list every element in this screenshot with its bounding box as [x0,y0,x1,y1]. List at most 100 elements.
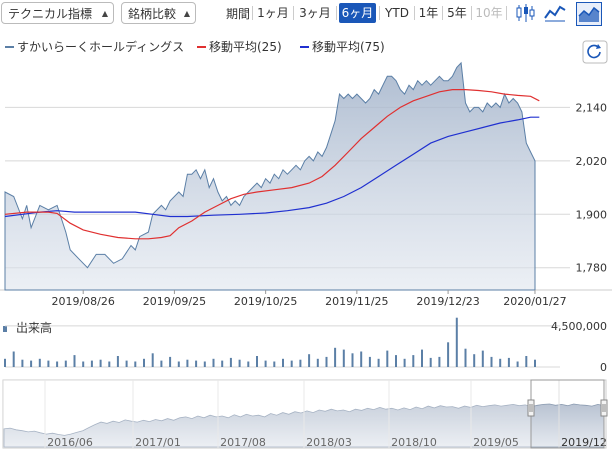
chart-legend: すかいらーくホールディングス 移動平均(25) 移動平均(75) [5,39,385,54]
period-1y-button[interactable]: 1年 [418,6,439,20]
volume-bar [56,361,59,367]
volume-bar [490,356,493,367]
volume-bar [412,355,415,367]
date-tick-label: 2019/11/25 [325,295,388,308]
volume-bar [360,351,363,367]
volume-bar [99,359,102,367]
volume-bar [21,359,24,367]
navigator-tick-label: 2018/10 [391,436,437,449]
date-axis: 2019/08/26 2019/09/25 2019/10/25 2019/11/25… [51,290,567,308]
navigator-tick-label: 2016/06 [47,436,93,449]
period-10y-button: 10年 [475,6,503,20]
date-tick-label: 2019/09/25 [143,295,206,308]
divider [506,6,507,20]
volume-bar [368,356,371,367]
divider [336,6,337,20]
volume-bar [299,359,302,367]
navigator-tick-label: 2019/12 [561,436,607,449]
period-5y-button[interactable]: 5年 [447,6,467,20]
date-tick-label: 2019/12/23 [416,295,479,308]
stock-chart: すかいらーくホールディングス 移動平均(25) 移動平均(75) 1,7801,… [0,39,612,449]
navigator-tick-label: 2017/08 [220,436,266,449]
date-tick-label: 2019/08/26 [51,295,114,308]
volume-bar [499,358,502,367]
indicator-select[interactable]: テクニカル指標 ▲ [1,2,114,24]
volume-bar [160,360,163,367]
period-label: 期間 [226,7,251,21]
reset-zoom-button[interactable] [582,40,608,64]
volume-bar [73,355,76,367]
divider [293,6,294,20]
volume-bar [134,361,137,367]
volume-bar [82,361,85,367]
compare-select-label: 銘柄比較 [128,7,177,21]
volume-bar [386,350,389,367]
volume-bar [290,360,293,367]
volume-bar [90,360,93,367]
volume-bar [525,356,528,367]
volume-bar [282,358,284,367]
refresh-icon [587,44,601,59]
navigator-tick-label: 2018/03 [306,436,352,449]
volume-bars [4,317,536,367]
date-tick-label: 2020/01/27 [503,295,566,308]
date-tick-label: 2019/10/25 [234,295,297,308]
volume-bar [195,360,198,367]
legend-price-label: すかいらーくホールディングス [17,39,184,54]
navigator-mask [3,380,531,448]
volume-bar [403,358,406,367]
volume-bar [316,358,319,367]
volume-bar [116,356,119,367]
volume-bar [30,360,33,367]
divider [252,6,253,20]
volume-bar [308,354,311,367]
volume-bar [125,360,128,367]
volume-tick-label: 4,500,000 [551,320,607,333]
volume-bar [212,358,215,367]
volume-tick-label: 0 [600,361,607,374]
volume-bar [143,358,145,367]
period-3m-button[interactable]: 3ヶ月 [299,6,331,20]
period-1m-button[interactable]: 1ヶ月 [257,6,289,20]
volume-axis: 0 4,500,000 [551,320,607,374]
candlestick-chart-icon[interactable] [513,2,537,24]
volume-bar [273,361,276,367]
volume-bar [4,358,6,367]
divider [379,6,380,20]
area-chart-icon[interactable] [576,2,602,26]
navigator-axis: 2016/06 2017/01 2017/08 2018/03 2018/10 2019/… [44,380,607,449]
volume-bar [325,356,328,367]
volume-bar [186,359,189,367]
volume-bar [64,360,67,367]
legend-volume-swatch [3,326,7,332]
chart-toolbar: テクニカル指標 ▲ 銘柄比較 ▲ 期間 1ヶ月 3ヶ月 6ヶ月 YTD 1年 5… [0,0,612,26]
navigator-tick-label: 2017/01 [135,436,181,449]
volume-bar [247,361,250,367]
volume-bar [169,356,172,367]
volume-bar [229,357,232,367]
price-tick-label: 2,140 [576,101,608,114]
navigator-right-handle[interactable] [600,399,608,417]
volume-bar [534,359,536,367]
navigator[interactable]: 2016/06 2017/01 2017/08 2018/03 2018/10 2019/… [2,379,608,449]
volume-bar [473,354,476,367]
volume-bar [421,349,423,367]
compare-select[interactable]: 銘柄比較 ▲ [121,2,196,24]
volume-bar [38,358,41,367]
navigator-tick-label: 2019/05 [473,436,519,449]
volume-bar [516,361,519,367]
period-6m-button[interactable]: 6ヶ月 [339,3,376,23]
volume-bar [238,359,241,367]
volume-bar [507,357,510,367]
volume-bar [342,349,345,367]
volume-bar [256,356,258,367]
legend-ma25-label: 移動平均(25) [209,40,282,54]
updown-caret-icon: ▲ [101,9,108,18]
ma75-line [4,116,540,218]
line-chart-icon[interactable] [543,2,567,24]
volume-bar [108,361,111,367]
period-ytd-button[interactable]: YTD [385,6,409,20]
volume-bar [203,361,206,367]
volume-bar [438,356,441,367]
navigator-left-handle[interactable] [527,399,535,417]
